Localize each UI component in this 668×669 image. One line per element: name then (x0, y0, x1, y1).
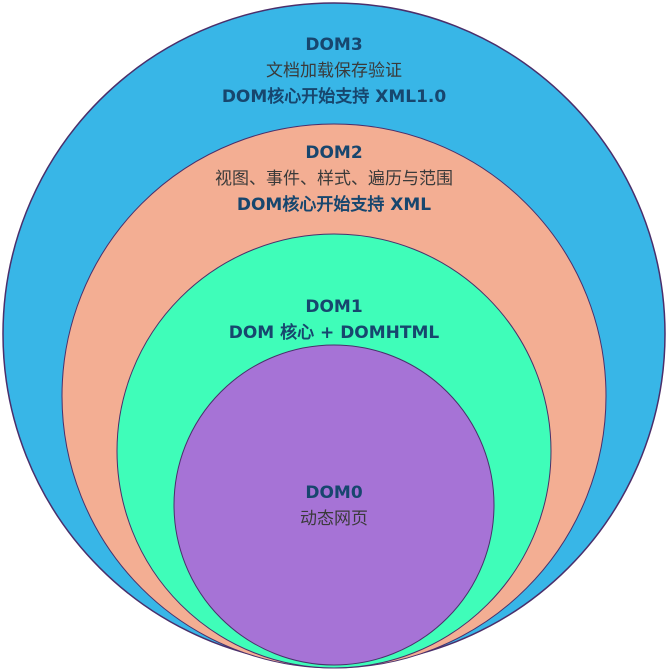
ring-dom3-line1: 文档加载保存验证 (266, 61, 402, 81)
ring-dom2-line1: 视图、事件、样式、遍历与范围 (215, 169, 453, 189)
ring-dom0-circle (173, 344, 495, 666)
ring-dom0: DOM0 动态网页 (173, 344, 495, 666)
ring-dom1-title: DOM1 (305, 297, 362, 317)
ring-dom2-line2: DOM核心开始支持 XML (237, 194, 431, 215)
ring-dom0-line1: 动态网页 (300, 509, 368, 529)
ring-dom0-title: DOM0 (305, 483, 362, 503)
ring-dom1-line1: DOM 核心 + DOMHTML (229, 322, 440, 343)
ring-dom3-line2: DOM核心开始支持 XML1.0 (222, 86, 447, 107)
ring-dom2-title: DOM2 (305, 143, 362, 163)
ring-dom3-title: DOM3 (305, 35, 362, 55)
